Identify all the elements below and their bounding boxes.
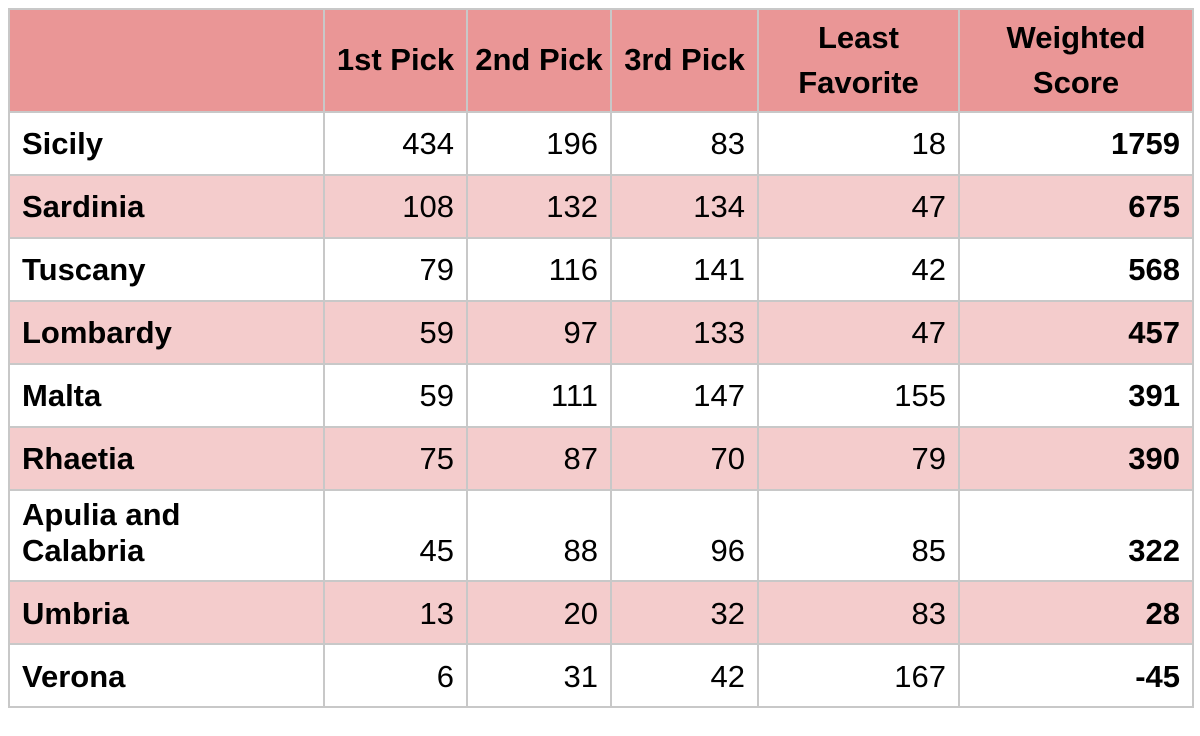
weighted-score-cell: 28 xyxy=(958,580,1194,646)
score-table: 1st Pick 2nd Pick 3rd Pick Least Favorite We… xyxy=(8,8,1194,709)
table-row: Rhaetia 75 87 70 79 390 xyxy=(8,426,1194,491)
column-header: 3rd Pick xyxy=(610,8,759,113)
value-cell: 47 xyxy=(757,174,960,239)
value-cell: 134 xyxy=(610,174,759,239)
value-cell: 13 xyxy=(323,580,468,646)
region-label-cell: Sicily xyxy=(8,111,325,176)
value-cell: 75 xyxy=(323,426,468,491)
value-cell: 59 xyxy=(323,300,468,365)
value-cell: 196 xyxy=(466,111,612,176)
value-cell: 132 xyxy=(466,174,612,239)
column-header: Weighted Score xyxy=(958,8,1194,113)
value-cell: 59 xyxy=(323,363,468,428)
value-cell: 70 xyxy=(610,426,759,491)
region-label-cell: Malta xyxy=(8,363,325,428)
weighted-score-cell: 391 xyxy=(958,363,1194,428)
value-cell: 434 xyxy=(323,111,468,176)
region-label-cell: Verona xyxy=(8,643,325,709)
value-cell: 42 xyxy=(610,643,759,709)
table-row: Malta 59 111 147 155 391 xyxy=(8,363,1194,428)
table-body: Sicily 434 196 83 18 1759 Sardinia 108 132 134 47 6… xyxy=(8,111,1194,709)
table-row: Verona 6 31 42 167 -45 xyxy=(8,643,1194,709)
value-cell: 108 xyxy=(323,174,468,239)
header-row: 1st Pick 2nd Pick 3rd Pick Least Favorite We… xyxy=(8,8,1194,113)
column-header: 2nd Pick xyxy=(466,8,612,113)
value-cell: 79 xyxy=(757,426,960,491)
value-cell: 147 xyxy=(610,363,759,428)
value-cell: 87 xyxy=(466,426,612,491)
value-cell: 45 xyxy=(323,488,468,583)
value-cell: 47 xyxy=(757,300,960,365)
table-row: Lombardy 59 97 133 47 457 xyxy=(8,300,1194,365)
value-cell: 83 xyxy=(610,111,759,176)
table-row: Tuscany 79 116 141 42 568 xyxy=(8,237,1194,302)
table-row: Umbria 13 20 32 83 28 xyxy=(8,580,1194,646)
weighted-score-cell: 568 xyxy=(958,237,1194,302)
region-label-cell: Tuscany xyxy=(8,237,325,302)
region-label-cell: Lombardy xyxy=(8,300,325,365)
value-cell: 141 xyxy=(610,237,759,302)
table-row: Apulia and Calabria 45 88 96 85 322 xyxy=(8,488,1194,583)
weighted-score-cell: 390 xyxy=(958,426,1194,491)
column-header: Least Favorite xyxy=(757,8,960,113)
value-cell: 83 xyxy=(757,580,960,646)
value-cell: 111 xyxy=(466,363,612,428)
value-cell: 85 xyxy=(757,488,960,583)
value-cell: 133 xyxy=(610,300,759,365)
weighted-score-cell: 675 xyxy=(958,174,1194,239)
column-header: 1st Pick xyxy=(323,8,468,113)
corner-cell xyxy=(8,8,325,113)
region-label-cell: Rhaetia xyxy=(8,426,325,491)
value-cell: 155 xyxy=(757,363,960,428)
value-cell: 20 xyxy=(466,580,612,646)
weighted-score-cell: 1759 xyxy=(958,111,1194,176)
table-row: Sardinia 108 132 134 47 675 xyxy=(8,174,1194,239)
value-cell: 96 xyxy=(610,488,759,583)
value-cell: 32 xyxy=(610,580,759,646)
value-cell: 79 xyxy=(323,237,468,302)
weighted-score-cell: 457 xyxy=(958,300,1194,365)
value-cell: 18 xyxy=(757,111,960,176)
region-label-cell: Apulia and Calabria xyxy=(8,488,325,583)
value-cell: 167 xyxy=(757,643,960,709)
value-cell: 97 xyxy=(466,300,612,365)
value-cell: 116 xyxy=(466,237,612,302)
table-row: Sicily 434 196 83 18 1759 xyxy=(8,111,1194,176)
value-cell: 42 xyxy=(757,237,960,302)
value-cell: 88 xyxy=(466,488,612,583)
region-label-cell: Umbria xyxy=(8,580,325,646)
weighted-score-cell: 322 xyxy=(958,488,1194,583)
value-cell: 31 xyxy=(466,643,612,709)
weighted-score-cell: -45 xyxy=(958,643,1194,709)
value-cell: 6 xyxy=(323,643,468,709)
region-label-cell: Sardinia xyxy=(8,174,325,239)
